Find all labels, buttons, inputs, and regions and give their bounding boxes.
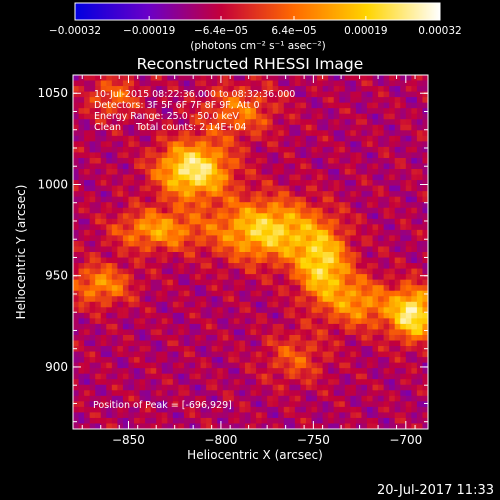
annotation-energy: Energy Range: 25.0 - 50.0 keV (94, 111, 239, 122)
x-axis-label: Heliocentric X (arcsec) (187, 448, 323, 462)
colorbar-tick-label: 0.00032 (418, 25, 461, 37)
colorbar (74, 2, 441, 21)
y-tick-label: 900 (45, 360, 68, 374)
footer-timestamp: 20-Jul-2017 11:33 (377, 483, 494, 498)
annotation-time: 10-Jul-2015 08:22:36.000 to 08:32:36.000 (94, 89, 295, 100)
x-tick-label: −750 (297, 433, 330, 447)
annotation-block: 10-Jul-2015 08:22:36.000 to 08:32:36.000… (94, 89, 295, 133)
annotation-detectors: Detectors: 3F 5F 6F 7F 8F 9F, Att 0 (94, 100, 260, 111)
x-tick-label: −800 (204, 433, 237, 447)
colorbar-tick-label: 0.00019 (344, 25, 387, 37)
x-tick-label: −700 (389, 433, 422, 447)
y-tick-label: 950 (45, 269, 68, 283)
heatmap-image (73, 75, 428, 429)
plot-frame (72, 74, 429, 430)
colorbar-ticks: −0.00032 −0.00019 −6.4e−05 6.4e−05 0.00019 0.… (49, 16, 462, 37)
annotation-clean: Clean Total counts: 2.14E+04 (94, 122, 246, 133)
axes: −850 −800 −750 −700 900 950 1000 1050 (37, 74, 428, 447)
y-tick-label: 1050 (37, 86, 68, 100)
chart-title: Reconstructed RHESSI Image (137, 55, 364, 73)
x-tick-label: −850 (112, 433, 145, 447)
colorbar-units: (photons cm⁻² s⁻¹ asec⁻²) (190, 40, 325, 52)
colorbar-tick-label: −6.4e−05 (194, 25, 248, 37)
peak-position-label: Position of Peak = [-696,929] (93, 400, 232, 411)
colorbar-tick-label: −0.00019 (123, 25, 175, 37)
y-tick-label: 1000 (37, 177, 68, 191)
colorbar-tick-label: −0.00032 (49, 25, 101, 37)
y-axis-label: Heliocentric Y (arcsec) (14, 185, 28, 320)
colorbar-tick-label: 6.4e−05 (271, 25, 316, 37)
